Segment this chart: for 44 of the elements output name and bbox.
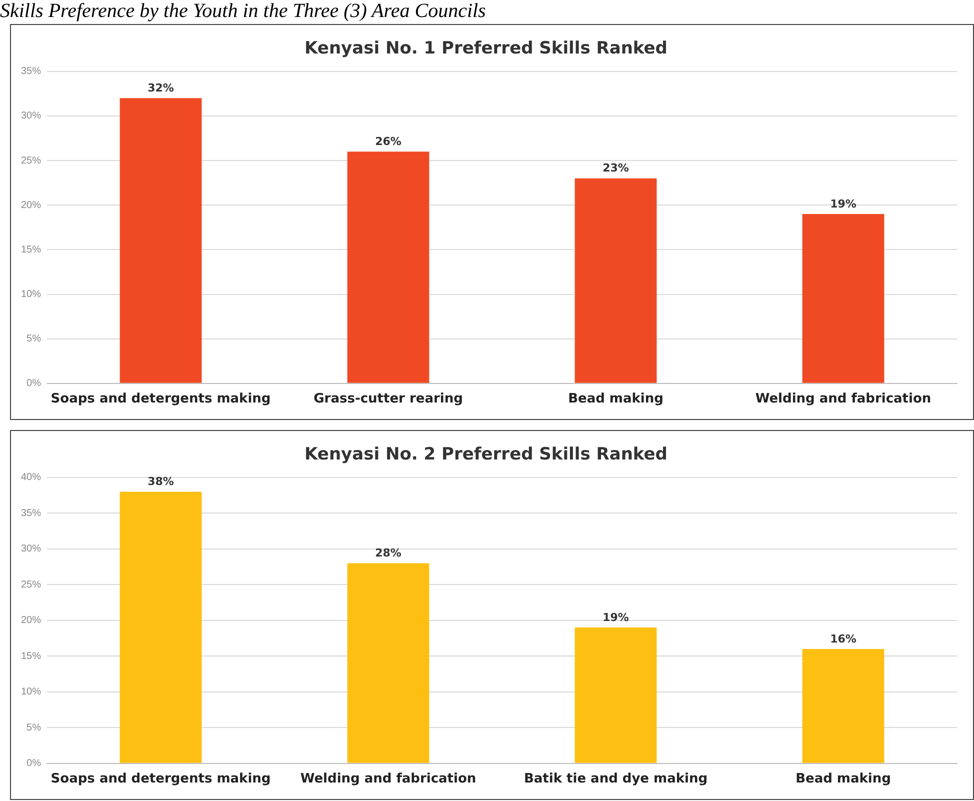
data-label: 38%: [148, 475, 174, 488]
bar: [347, 152, 430, 383]
chart-title: Kenyasi No. 2 Preferred Skills Ranked: [304, 444, 668, 465]
data-label: 32%: [148, 82, 174, 94]
bar: [802, 649, 884, 763]
bar: [802, 214, 884, 383]
data-label: 23%: [602, 162, 629, 175]
y-tick-label: 30%: [21, 544, 42, 555]
y-tick-label: 15%: [21, 650, 42, 662]
x-tick-label: Soaps and detergents making: [50, 392, 271, 407]
y-tick-label: 20%: [21, 200, 42, 211]
y-tick-label: 10%: [21, 686, 42, 698]
chart-title: Kenyasi No. 1 Preferred Skills Ranked: [304, 38, 668, 59]
y-tick-label: 30%: [21, 110, 42, 122]
data-label: 26%: [375, 134, 402, 148]
y-tick-label: 5%: [26, 334, 42, 345]
data-label: 19%: [602, 610, 629, 624]
data-label: 16%: [830, 632, 856, 646]
y-tick-label: 25%: [21, 155, 42, 166]
y-tick-label: 10%: [21, 289, 42, 300]
y-tick-label: 0%: [26, 378, 42, 390]
x-tick-label: Bead making: [796, 772, 891, 787]
bar: [120, 98, 202, 383]
y-tick-label: 35%: [21, 508, 42, 519]
x-tick-label: Welding and fabrication: [755, 392, 932, 407]
x-tick-label: Batik tie and dye making: [524, 772, 708, 787]
y-tick-label: 0%: [26, 758, 42, 770]
y-tick-label: 25%: [21, 579, 42, 590]
data-label: 28%: [375, 546, 402, 560]
x-tick-label: Soaps and detergents making: [50, 772, 271, 787]
y-tick-label: 15%: [21, 244, 42, 256]
x-tick-label: Bead making: [568, 392, 664, 407]
x-tick-label: Welding and fabrication: [300, 772, 476, 787]
y-tick-label: 5%: [26, 722, 42, 734]
bar: [574, 628, 657, 763]
bar: [347, 563, 430, 763]
y-tick-label: 40%: [21, 472, 42, 484]
y-tick-label: 20%: [21, 615, 42, 626]
x-tick-label: Grass-cutter rearing: [314, 392, 463, 407]
bar: [120, 492, 202, 763]
bar: [574, 178, 657, 383]
data-label: 19%: [830, 197, 856, 210]
y-tick-label: 35%: [21, 66, 42, 78]
text: Skills Preference by the Youth in the Three (3) Area Councils: [0, 0, 486, 22]
